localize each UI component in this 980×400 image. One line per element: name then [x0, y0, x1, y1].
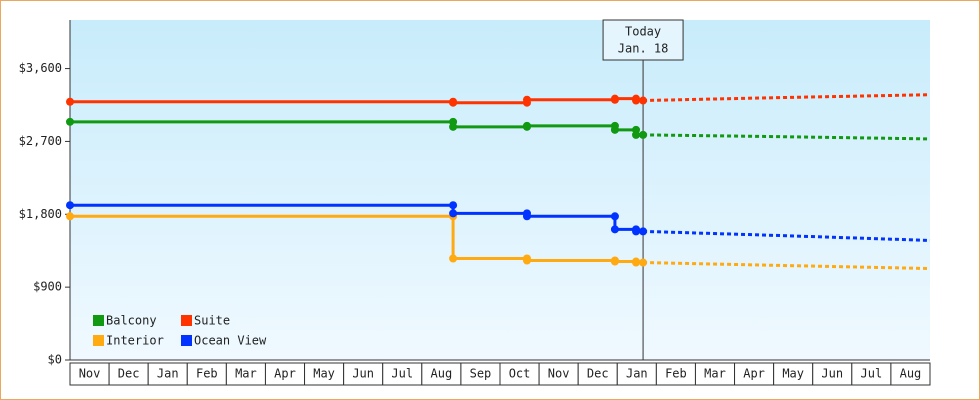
point	[449, 98, 458, 107]
x-tick-label: Apr	[274, 367, 296, 381]
plot-area	[70, 20, 930, 360]
legend-swatch	[181, 335, 192, 346]
x-tick-label: May	[782, 367, 804, 381]
legend-label: Interior	[106, 334, 164, 348]
x-tick-label: Dec	[118, 367, 140, 381]
forecast-line	[643, 93, 931, 103]
legend-label: Suite	[194, 314, 230, 328]
point	[66, 201, 74, 210]
point	[632, 227, 641, 236]
x-tick-label: Jul	[391, 367, 413, 381]
point	[449, 254, 458, 263]
x-tick-label: Apr	[743, 367, 765, 381]
x-tick-label: Aug	[431, 367, 453, 381]
legend-swatch	[181, 315, 192, 326]
point	[610, 125, 619, 134]
point	[610, 94, 619, 103]
point	[610, 257, 619, 266]
x-tick-label: Feb	[196, 367, 218, 381]
x-tick-label: Dec	[587, 367, 609, 381]
y-tick-label: $900	[33, 280, 62, 294]
legend-label: Ocean View	[194, 334, 267, 348]
x-tick-label: Jan	[626, 367, 648, 381]
x-tick-label: Jul	[861, 367, 883, 381]
point	[610, 212, 619, 221]
legend-label: Balcony	[106, 314, 157, 328]
point	[639, 227, 648, 236]
forecast-line	[643, 261, 931, 271]
point	[522, 121, 531, 130]
x-tick-label: Aug	[900, 367, 922, 381]
point	[449, 209, 458, 218]
point	[639, 96, 648, 105]
point	[66, 212, 74, 221]
legend-swatch	[93, 315, 104, 326]
x-tick-label: Jan	[157, 367, 179, 381]
point	[66, 117, 74, 126]
forecast-line	[643, 229, 931, 242]
point	[449, 122, 458, 131]
y-tick-label: $3,600	[19, 61, 62, 75]
y-tick-label: $2,700	[19, 134, 62, 148]
today-label: Jan. 18	[618, 42, 669, 56]
x-tick-label: Nov	[79, 367, 101, 381]
x-tick-label: Jun	[352, 367, 374, 381]
point	[449, 201, 458, 210]
point	[66, 97, 74, 106]
point	[639, 258, 648, 267]
y-tick-label: $0	[48, 353, 62, 367]
point	[639, 130, 648, 139]
x-tick-label: May	[313, 367, 335, 381]
legend-swatch	[93, 335, 104, 346]
x-tick-label: Feb	[665, 367, 687, 381]
x-tick-label: Nov	[548, 367, 570, 381]
y-tick-label: $1,800	[19, 207, 62, 221]
point	[632, 96, 641, 105]
point	[632, 258, 641, 267]
month-cell	[890, 362, 931, 386]
forecast-line	[643, 133, 931, 141]
point	[610, 225, 619, 234]
x-tick-label: Sep	[470, 367, 492, 381]
x-tick-label: Jun	[821, 367, 843, 381]
x-tick-label: Oct	[509, 367, 531, 381]
x-tick-label: Mar	[235, 367, 257, 381]
today-box	[602, 19, 684, 61]
point	[522, 256, 531, 265]
point	[632, 130, 641, 139]
point	[522, 95, 531, 104]
point	[522, 212, 531, 221]
today-label: Today	[625, 25, 661, 39]
x-tick-label: Mar	[704, 367, 726, 381]
